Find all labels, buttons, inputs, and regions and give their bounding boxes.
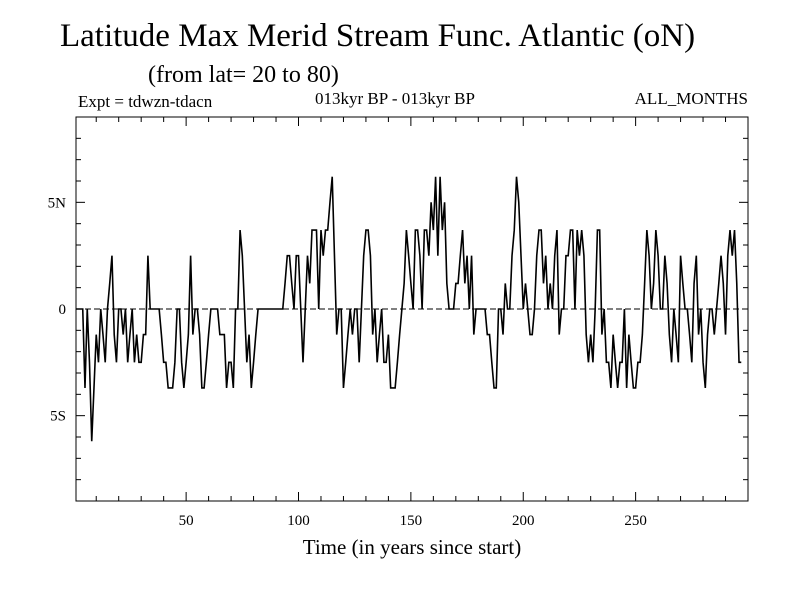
x-axis-tick-labels: 50 100 150 200 250	[179, 513, 647, 529]
y-axis-ticks	[76, 137, 748, 481]
x-axis-label: Time (in years since start)	[303, 535, 522, 559]
y-tick-label: 5S	[50, 409, 66, 425]
x-axis-ticks	[95, 117, 727, 501]
x-tick-label: 100	[287, 513, 310, 529]
y-tick-label: 0	[59, 302, 67, 318]
period-label: 013kyr BP - 013kyr BP	[315, 89, 475, 108]
y-tick-label: 5N	[48, 195, 67, 211]
x-tick-label: 200	[512, 513, 535, 529]
x-tick-label: 50	[179, 513, 194, 529]
x-tick-label: 250	[624, 513, 647, 529]
chart-title: Latitude Max Merid Stream Func. Atlantic…	[60, 18, 696, 54]
x-tick-label: 150	[400, 513, 423, 529]
y-axis-tick-labels: 5S 0 5N	[48, 195, 67, 424]
experiment-label: Expt = tdwzn-tdacn	[78, 92, 213, 111]
series-line	[76, 176, 742, 442]
months-label: ALL_MONTHS	[634, 89, 748, 108]
chart-subtitle: (from lat= 20 to 80)	[148, 62, 339, 88]
